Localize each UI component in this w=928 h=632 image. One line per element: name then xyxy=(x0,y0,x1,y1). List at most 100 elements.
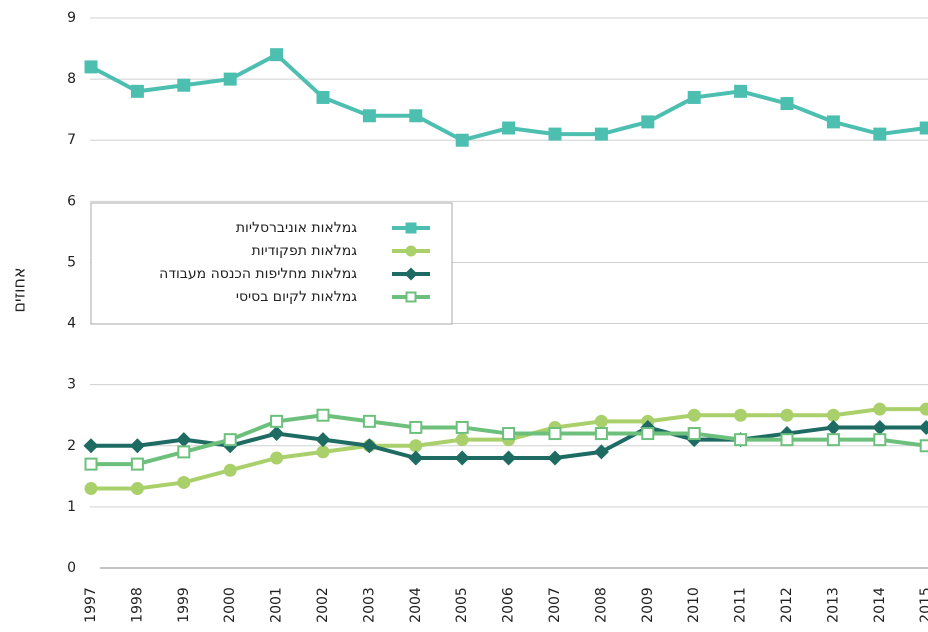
marker xyxy=(548,427,562,441)
marker xyxy=(455,133,469,147)
marker xyxy=(270,414,284,428)
marker xyxy=(270,451,284,465)
marker xyxy=(129,438,145,454)
y-tick-label: 7 xyxy=(67,132,76,148)
marker xyxy=(502,121,516,135)
marker xyxy=(84,457,98,471)
x-tick-label: 2011 xyxy=(733,587,749,623)
marker xyxy=(223,72,237,86)
x-tick-label: 2008 xyxy=(593,587,609,623)
marker xyxy=(316,408,330,422)
marker xyxy=(409,439,423,453)
series-line xyxy=(91,407,927,491)
marker xyxy=(223,433,237,447)
x-tick-label: 2009 xyxy=(640,587,656,623)
marker xyxy=(83,438,99,454)
marker xyxy=(361,438,377,454)
marker xyxy=(780,97,794,111)
legend-label: גמלאות לקיום בסיסי xyxy=(236,289,357,305)
marker xyxy=(919,402,928,416)
x-tick-label: 2002 xyxy=(315,587,331,623)
y-tick-label: 6 xyxy=(67,193,76,209)
marker xyxy=(873,402,887,416)
marker xyxy=(84,60,98,74)
legend-label: גמלאות אוניברסליות xyxy=(236,220,357,236)
marker xyxy=(687,90,701,104)
marker xyxy=(826,115,840,129)
marker xyxy=(405,291,417,303)
y-tick-label: 9 xyxy=(67,10,76,26)
marker xyxy=(409,109,423,123)
x-tick-label: 1997 xyxy=(83,587,99,623)
marker xyxy=(593,444,609,460)
marker xyxy=(84,482,98,496)
x-tick-label: 2004 xyxy=(408,587,424,623)
marker xyxy=(176,432,192,448)
marker xyxy=(734,84,748,98)
legend-box xyxy=(90,202,453,325)
x-tick-label: 2000 xyxy=(222,587,238,623)
x-tick-label: 2014 xyxy=(872,587,888,623)
y-tick-label: 0 xyxy=(67,560,76,576)
y-tick-label: 2 xyxy=(67,438,76,454)
marker xyxy=(780,433,794,447)
marker xyxy=(780,408,794,422)
marker xyxy=(130,84,144,98)
marker xyxy=(825,419,841,435)
x-tick-label: 2005 xyxy=(454,587,470,623)
marker xyxy=(177,78,191,92)
y-tick-label: 8 xyxy=(67,71,76,87)
marker xyxy=(269,426,285,442)
x-tick-label: 1999 xyxy=(176,587,192,623)
marker xyxy=(405,222,417,234)
y-tick-label: 5 xyxy=(67,254,76,270)
marker xyxy=(130,457,144,471)
marker xyxy=(316,445,330,459)
y-axis-label: אחוזים xyxy=(10,267,29,312)
marker xyxy=(919,121,928,135)
marker xyxy=(404,267,418,281)
marker xyxy=(873,433,887,447)
marker xyxy=(177,445,191,459)
marker xyxy=(501,450,517,466)
marker xyxy=(177,475,191,489)
marker xyxy=(641,427,655,441)
marker xyxy=(919,439,928,453)
marker xyxy=(362,414,376,428)
marker xyxy=(872,419,888,435)
x-tick-label: 2012 xyxy=(779,587,795,623)
x-tick-label: 1998 xyxy=(129,587,145,623)
marker xyxy=(687,427,701,441)
marker xyxy=(594,414,608,428)
legend-label: גמלאות מחליפות הכנסה מעבודה xyxy=(159,266,357,282)
marker xyxy=(594,427,608,441)
y-tick-label: 1 xyxy=(67,499,76,515)
marker xyxy=(362,109,376,123)
y-tick-label: 4 xyxy=(67,316,76,332)
marker xyxy=(223,463,237,477)
x-tick-label: 2003 xyxy=(361,587,377,623)
x-tick-label: 2010 xyxy=(686,587,702,623)
marker xyxy=(826,408,840,422)
legend-label: גמלאות תפקודיות xyxy=(251,243,357,259)
x-tick-label: 2015 xyxy=(918,587,928,623)
marker xyxy=(455,433,469,447)
marker xyxy=(687,408,701,422)
marker xyxy=(409,420,423,434)
marker xyxy=(734,408,748,422)
marker xyxy=(408,450,424,466)
marker xyxy=(270,48,284,62)
marker xyxy=(315,432,331,448)
x-tick-label: 2001 xyxy=(269,587,285,623)
marker xyxy=(594,127,608,141)
marker xyxy=(641,115,655,129)
marker xyxy=(734,433,748,447)
marker xyxy=(547,450,563,466)
marker xyxy=(130,482,144,496)
marker xyxy=(873,127,887,141)
x-tick-label: 2013 xyxy=(825,587,841,623)
y-tick-label: 3 xyxy=(67,377,76,393)
marker xyxy=(548,127,562,141)
marker xyxy=(455,420,469,434)
